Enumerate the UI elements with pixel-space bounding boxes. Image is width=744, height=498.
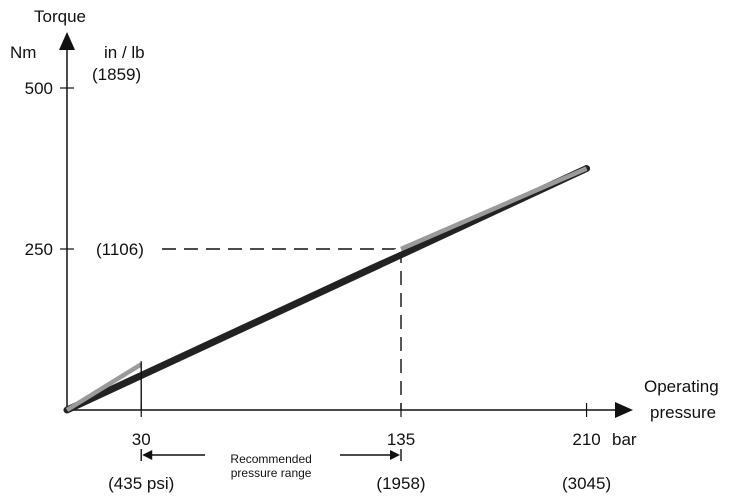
x-tick-210: 210 (3045) xyxy=(562,403,611,493)
x-axis-unit: bar xyxy=(612,430,637,449)
torque-series-fill-segment xyxy=(140,246,402,367)
x-axis-title-line1: Operating xyxy=(644,377,719,396)
torque-series-outline xyxy=(63,165,591,414)
y-tick-alt-label-1859: (1859) xyxy=(92,65,141,84)
x-axis-arrow xyxy=(615,402,633,418)
range-arrowhead-right xyxy=(390,450,400,460)
x-axis-title-line2: pressure xyxy=(650,403,716,422)
torque-series xyxy=(63,165,591,414)
y-axis-unit-primary: Nm xyxy=(10,43,36,62)
y-tick-500: 500 (1859) xyxy=(25,65,142,98)
x-tick-135: 135 (1958) xyxy=(376,403,426,493)
y-axis-title: Torque xyxy=(34,7,86,26)
y-tick-alt-label-1106: (1106) xyxy=(96,240,144,259)
x-tick-label-210: 210 xyxy=(572,430,600,449)
y-axis-unit-secondary: in / lb xyxy=(104,43,145,62)
y-tick-label-500: 500 xyxy=(25,79,53,98)
x-tick-alt-label-3045: (3045) xyxy=(562,474,611,493)
x-tick-alt-label-435psi: (435 psi) xyxy=(108,474,174,493)
x-tick-label-135: 135 xyxy=(387,430,415,449)
y-tick-250: 250 (1106) xyxy=(25,240,144,259)
recommended-range-label-line2: pressure range xyxy=(231,466,312,480)
torque-series-fill-segment xyxy=(65,362,143,412)
range-arrowhead-left xyxy=(142,450,153,460)
recommended-range: Recommended pressure range xyxy=(140,449,402,480)
x-tick-alt-label-1958: (1958) xyxy=(376,474,425,493)
y-axis-arrow xyxy=(59,32,75,50)
x-tick-30: 30 (435 psi) xyxy=(108,403,174,493)
recommended-range-label-line1: Recommended xyxy=(230,452,311,466)
torque-series-fill-segment xyxy=(400,166,588,252)
y-tick-label-250: 250 xyxy=(25,240,53,259)
x-tick-label-30: 30 xyxy=(132,430,151,449)
